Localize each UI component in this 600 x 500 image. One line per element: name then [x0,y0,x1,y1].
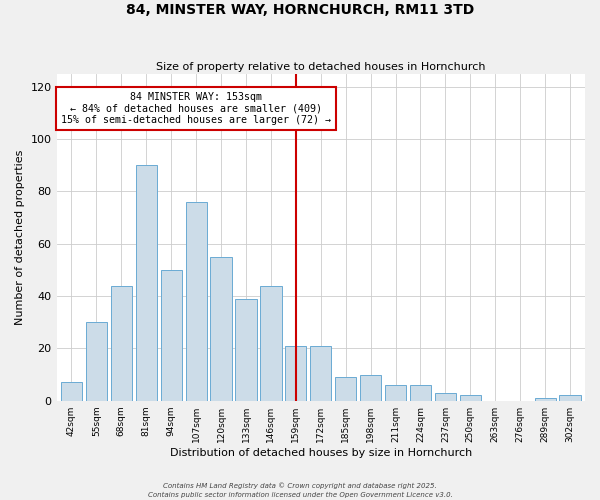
Bar [360,374,381,400]
Bar [161,270,182,400]
Bar [185,202,207,400]
Text: 84, MINSTER WAY, HORNCHURCH, RM11 3TD: 84, MINSTER WAY, HORNCHURCH, RM11 3TD [126,2,474,16]
Bar [136,165,157,400]
Bar [385,385,406,400]
Bar [335,377,356,400]
Bar [235,298,257,400]
X-axis label: Distribution of detached houses by size in Hornchurch: Distribution of detached houses by size … [170,448,472,458]
Bar [285,346,307,401]
Bar [460,396,481,400]
Bar [61,382,82,400]
Bar [559,396,581,400]
Bar [410,385,431,400]
Bar [435,393,456,400]
Text: Contains HM Land Registry data © Crown copyright and database right 2025.
Contai: Contains HM Land Registry data © Crown c… [148,482,452,498]
Text: 84 MINSTER WAY: 153sqm
← 84% of detached houses are smaller (409)
15% of semi-de: 84 MINSTER WAY: 153sqm ← 84% of detached… [61,92,331,125]
Bar [111,286,132,401]
Title: Size of property relative to detached houses in Hornchurch: Size of property relative to detached ho… [156,62,485,72]
Bar [310,346,331,401]
Bar [211,257,232,400]
Bar [86,322,107,400]
Bar [535,398,556,400]
Y-axis label: Number of detached properties: Number of detached properties [15,150,25,325]
Bar [260,286,281,401]
